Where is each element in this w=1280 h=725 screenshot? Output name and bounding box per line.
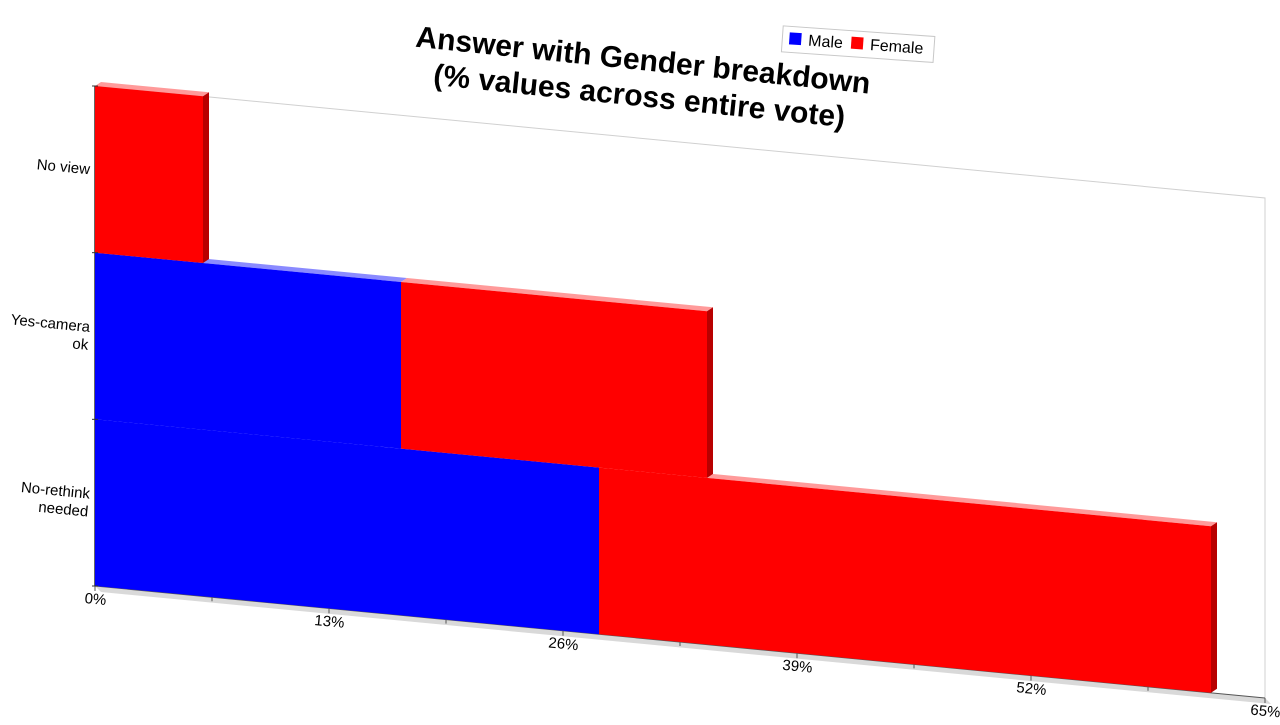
category-label: No view	[36, 156, 91, 178]
bar-top-female-1	[401, 278, 713, 312]
floor-edge	[95, 586, 1271, 704]
y-axis: No-rethinkneeded Yes-cameraok No view	[8, 85, 98, 587]
bar-side-female-2	[203, 92, 209, 263]
bar-male-1	[95, 252, 401, 449]
category-label-line: No view	[36, 156, 91, 178]
legend-swatch-female	[850, 36, 864, 50]
bar-top-female-2	[95, 82, 209, 97]
category-label-line: Yes-camera	[10, 311, 91, 336]
legend-label-male: Male	[808, 33, 844, 52]
bar-female-0	[599, 467, 1211, 693]
bar-side-female-0	[1211, 522, 1217, 693]
x-tick-label: 0%	[84, 590, 107, 609]
category-label-line: needed	[38, 499, 89, 521]
legend-label-female: Female	[869, 37, 924, 58]
x-tick-label: 26%	[548, 634, 580, 654]
category-label-line: No-rethink	[20, 479, 91, 503]
category-label: Yes-cameraok	[8, 311, 91, 354]
x-tick-label: 13%	[314, 612, 346, 632]
x-tick-label: 52%	[1016, 679, 1048, 699]
legend-swatch-male	[788, 32, 802, 46]
bar-top-female-0	[599, 463, 1217, 527]
bar-female-1	[401, 282, 707, 478]
bar-side-female-1	[707, 307, 713, 478]
x-tick-label: 65%	[1250, 702, 1280, 720]
plot-border	[94, 85, 1266, 698]
bars-group	[95, 82, 1217, 693]
bar-female-2	[95, 86, 203, 263]
category-label: No-rethinkneeded	[19, 479, 92, 521]
x-axis: 0% 13% 26% 39% 52% 65%	[84, 586, 1280, 721]
bar-male-0	[95, 419, 599, 635]
category-label-line: ok	[72, 335, 90, 353]
x-tick-label: 39%	[782, 657, 814, 677]
legend: Male Female	[780, 25, 936, 63]
